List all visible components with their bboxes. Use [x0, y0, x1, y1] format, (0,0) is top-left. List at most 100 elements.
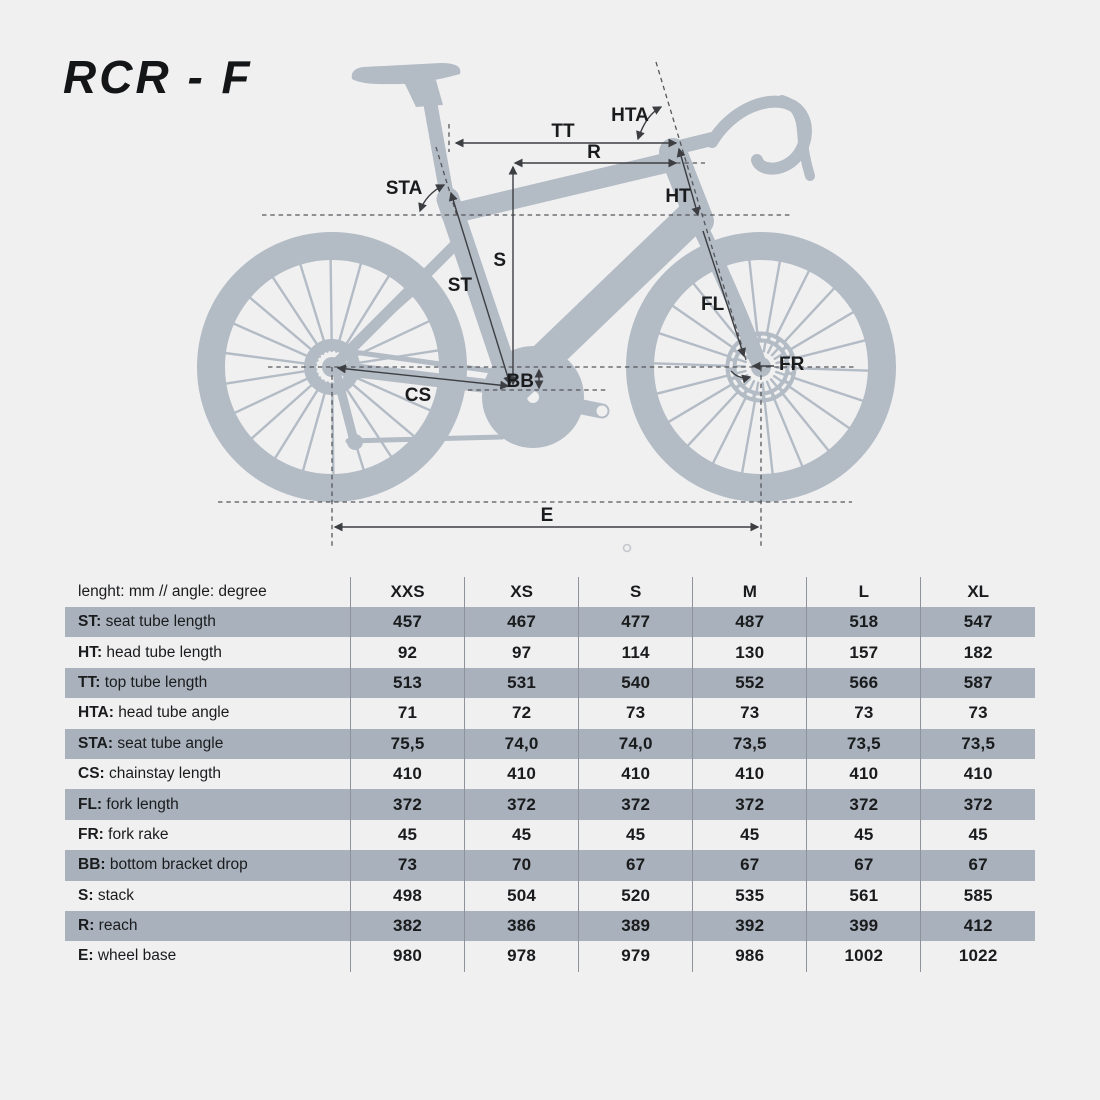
value-cell: 410 [349, 758, 465, 790]
value-cell: 386 [464, 910, 579, 942]
row-abbreviation: S: [78, 886, 94, 904]
row-label: HT: head tube length [65, 637, 351, 667]
value-cell: 74,0 [464, 728, 579, 759]
hta-label: HTA [611, 105, 649, 126]
row-description: wheel base [97, 947, 177, 965]
units-header: lenght: mm // angle: degree [78, 583, 267, 600]
value-cell: 986 [692, 941, 807, 972]
measurement-lines [333, 106, 774, 532]
size-header-xs: XS [464, 577, 579, 607]
value-cell: 73,5 [806, 728, 921, 759]
size-header-xl: XL [920, 577, 1035, 607]
row-abbreviation: BB: [78, 856, 106, 874]
value-cell: 73 [920, 698, 1035, 729]
saddle [351, 63, 461, 85]
row-description: seat tube length [105, 613, 216, 631]
row-abbreviation: TT: [78, 673, 101, 691]
value-cell: 73 [692, 698, 807, 729]
row-description: seat tube angle [117, 734, 224, 752]
value-cell: 1002 [806, 941, 921, 972]
row-abbreviation: ST: [78, 613, 102, 631]
value-cell: 372 [464, 789, 579, 820]
value-cell: 389 [578, 910, 693, 942]
row-description: reach [98, 917, 138, 935]
dot-marker [622, 543, 632, 553]
value-cell: 92 [349, 637, 465, 668]
row-label: CS: chainstay length [65, 759, 351, 789]
cs-measure [336, 364, 510, 390]
value-cell: 979 [578, 941, 693, 972]
bike-geometry-diagram: TT R HTA STA HT S ST FL FR BB CS E [197, 61, 896, 553]
value-cell: 498 [349, 880, 465, 911]
row-abbreviation: E: [78, 947, 94, 965]
value-cell: 45 [806, 819, 921, 851]
table-row: ST: seat tube length 457 467 477 487 518 547 [65, 607, 1035, 638]
r-label: R [587, 142, 601, 163]
sta-arc [418, 184, 446, 213]
row-description: chainstay length [109, 765, 222, 783]
bike-silhouette [197, 63, 896, 502]
value-cell: 97 [464, 637, 579, 668]
value-cell: 410 [920, 758, 1035, 790]
row-abbreviation: FL: [78, 795, 103, 813]
table-row: FR: fork rake 45 45 45 45 45 45 [65, 819, 1035, 851]
table-row: FL: fork length 372 372 372 372 372 372 [65, 789, 1035, 820]
value-cell: 980 [349, 941, 465, 972]
value-cell: 372 [692, 789, 807, 820]
cs-label: CS [405, 385, 431, 406]
value-cell: 45 [692, 819, 807, 851]
row-label: S: stack [65, 881, 351, 911]
fl-measure [702, 230, 746, 358]
value-cell: 45 [464, 819, 579, 851]
value-cell: 410 [806, 758, 921, 790]
fr-label: FR [779, 354, 805, 375]
table-row: R: reach 382 386 389 392 399 412 [65, 910, 1035, 942]
ht-label: HT [665, 186, 691, 207]
steering-axis-line [655, 61, 747, 361]
value-cell: 587 [920, 667, 1035, 699]
value-cell: 73 [578, 698, 693, 729]
row-label: ST: seat tube length [65, 607, 351, 637]
s-label: S [493, 250, 506, 271]
value-cell: 540 [578, 667, 693, 699]
value-cell: 520 [578, 880, 693, 911]
value-cell: 67 [920, 850, 1035, 881]
size-header-xxs: XXS [349, 577, 465, 607]
value-cell: 513 [349, 667, 465, 699]
value-cell: 182 [920, 637, 1035, 668]
value-cell: 67 [692, 850, 807, 881]
size-header-s: S [578, 577, 693, 607]
row-abbreviation: R: [78, 917, 95, 935]
value-cell: 67 [806, 850, 921, 881]
row-label: R: reach [65, 911, 351, 941]
row-description: top tube length [104, 673, 208, 691]
value-cell: 467 [464, 607, 579, 638]
sta-label: STA [386, 178, 423, 199]
value-cell: 130 [692, 637, 807, 668]
drivetrain [333, 346, 610, 450]
value-cell: 410 [578, 758, 693, 790]
table-row: TT: top tube length 513 531 540 552 566 587 [65, 667, 1035, 699]
value-cell: 535 [692, 880, 807, 911]
value-cell: 585 [920, 880, 1035, 911]
row-label: FL: fork length [65, 789, 351, 819]
fr-rake-arc [730, 370, 752, 384]
value-cell: 382 [349, 910, 465, 942]
value-cell: 157 [806, 637, 921, 668]
row-abbreviation: CS: [78, 765, 105, 783]
row-description: fork length [106, 795, 179, 813]
value-cell: 372 [349, 789, 465, 820]
value-cell: 531 [464, 667, 579, 699]
stem [664, 132, 719, 156]
row-label: E: wheel base [65, 941, 351, 971]
table-row: BB: bottom bracket drop 73 70 67 67 67 67 [65, 850, 1035, 881]
row-abbreviation: STA: [78, 734, 114, 752]
value-cell: 70 [464, 850, 579, 881]
value-cell: 410 [464, 758, 579, 790]
seatstay [328, 237, 463, 372]
size-header-m: M [692, 577, 807, 607]
value-cell: 45 [920, 819, 1035, 851]
size-header-l: L [806, 577, 921, 607]
value-cell: 561 [806, 880, 921, 911]
st-label: ST [448, 275, 473, 296]
